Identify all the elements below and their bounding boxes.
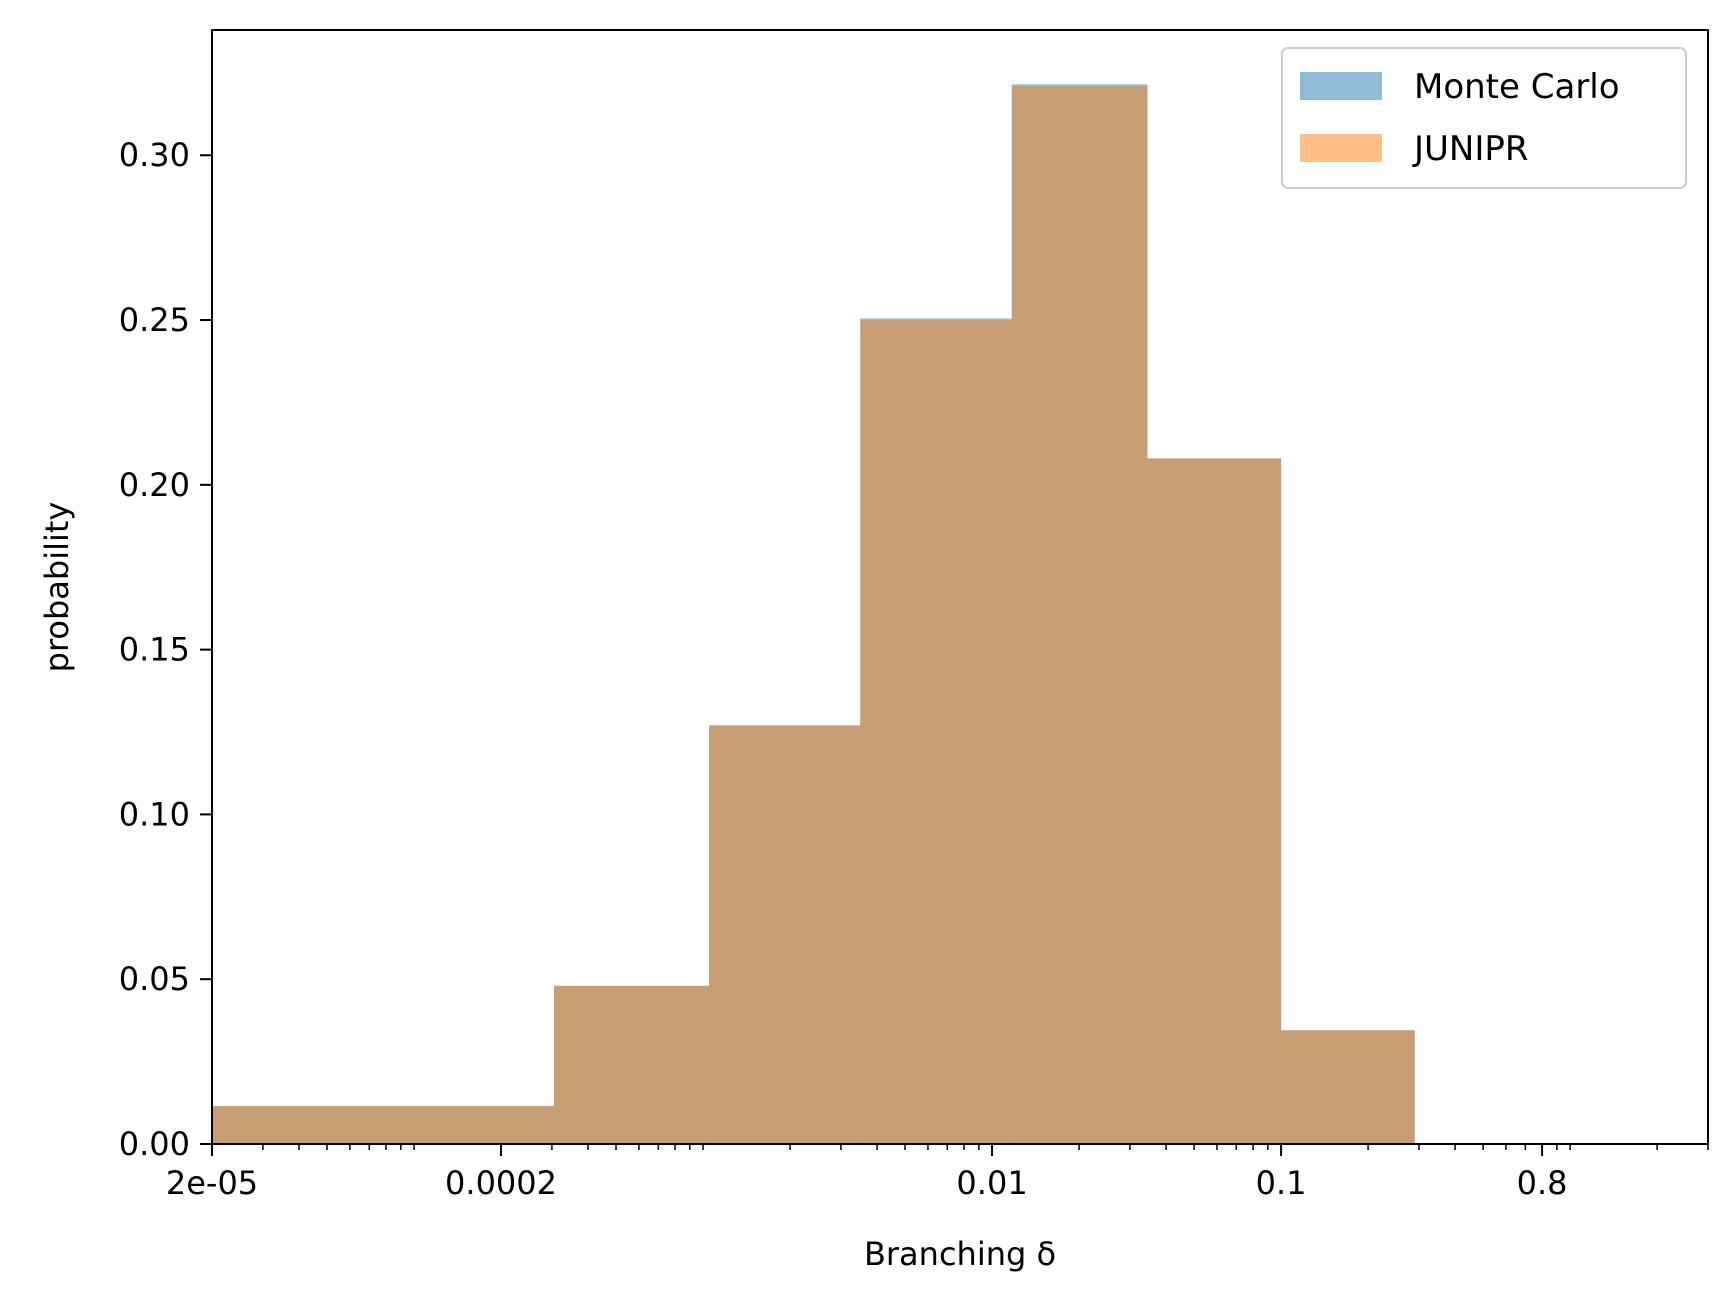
legend-swatch-monte-carlo [1300, 72, 1382, 100]
y-ticks: 0.00 0.05 0.10 0.15 0.20 0.25 0.30 [119, 136, 212, 1163]
bar-junipr-5 [1147, 458, 1282, 1145]
x-tick-label: 0.0002 [445, 1164, 557, 1202]
y-tick-label: 0.10 [119, 795, 190, 833]
y-axis-label: probability [38, 502, 76, 673]
x-tick-label: 0.01 [956, 1164, 1027, 1202]
bar-junipr-1 [553, 985, 710, 1144]
y-tick-label: 0.20 [119, 466, 190, 504]
x-tick-label: 2e-05 [166, 1164, 258, 1202]
bar-junipr-2 [709, 725, 861, 1144]
bar-junipr-0 [212, 1106, 554, 1144]
x-ticks: 2e-05 0.0002 0.01 0.1 0.8 [166, 1144, 1709, 1202]
y-tick-label: 0.30 [119, 136, 190, 174]
y-tick-label: 0.15 [119, 631, 190, 669]
legend: Monte Carlo JUNIPR [1281, 47, 1687, 189]
legend-swatch-junipr [1300, 134, 1382, 162]
bar-junipr-4 [1011, 86, 1148, 1144]
x-tick-label: 0.8 [1517, 1164, 1568, 1202]
plot-frame [211, 29, 1709, 1145]
legend-frame [1281, 47, 1687, 189]
y-tick-label: 0.25 [119, 301, 190, 339]
x-tick-label: 0.1 [1256, 1164, 1307, 1202]
x-axis-label: Branching δ [864, 1235, 1056, 1273]
legend-label: Monte Carlo [1414, 67, 1620, 107]
bar-junipr-3 [860, 320, 1012, 1144]
bars-group [212, 84, 1415, 1145]
y-tick-label: 0.05 [119, 960, 190, 998]
y-tick-label: 0.00 [119, 1125, 190, 1163]
bar-junipr-6 [1281, 1030, 1415, 1144]
legend-label: JUNIPR [1412, 129, 1529, 169]
